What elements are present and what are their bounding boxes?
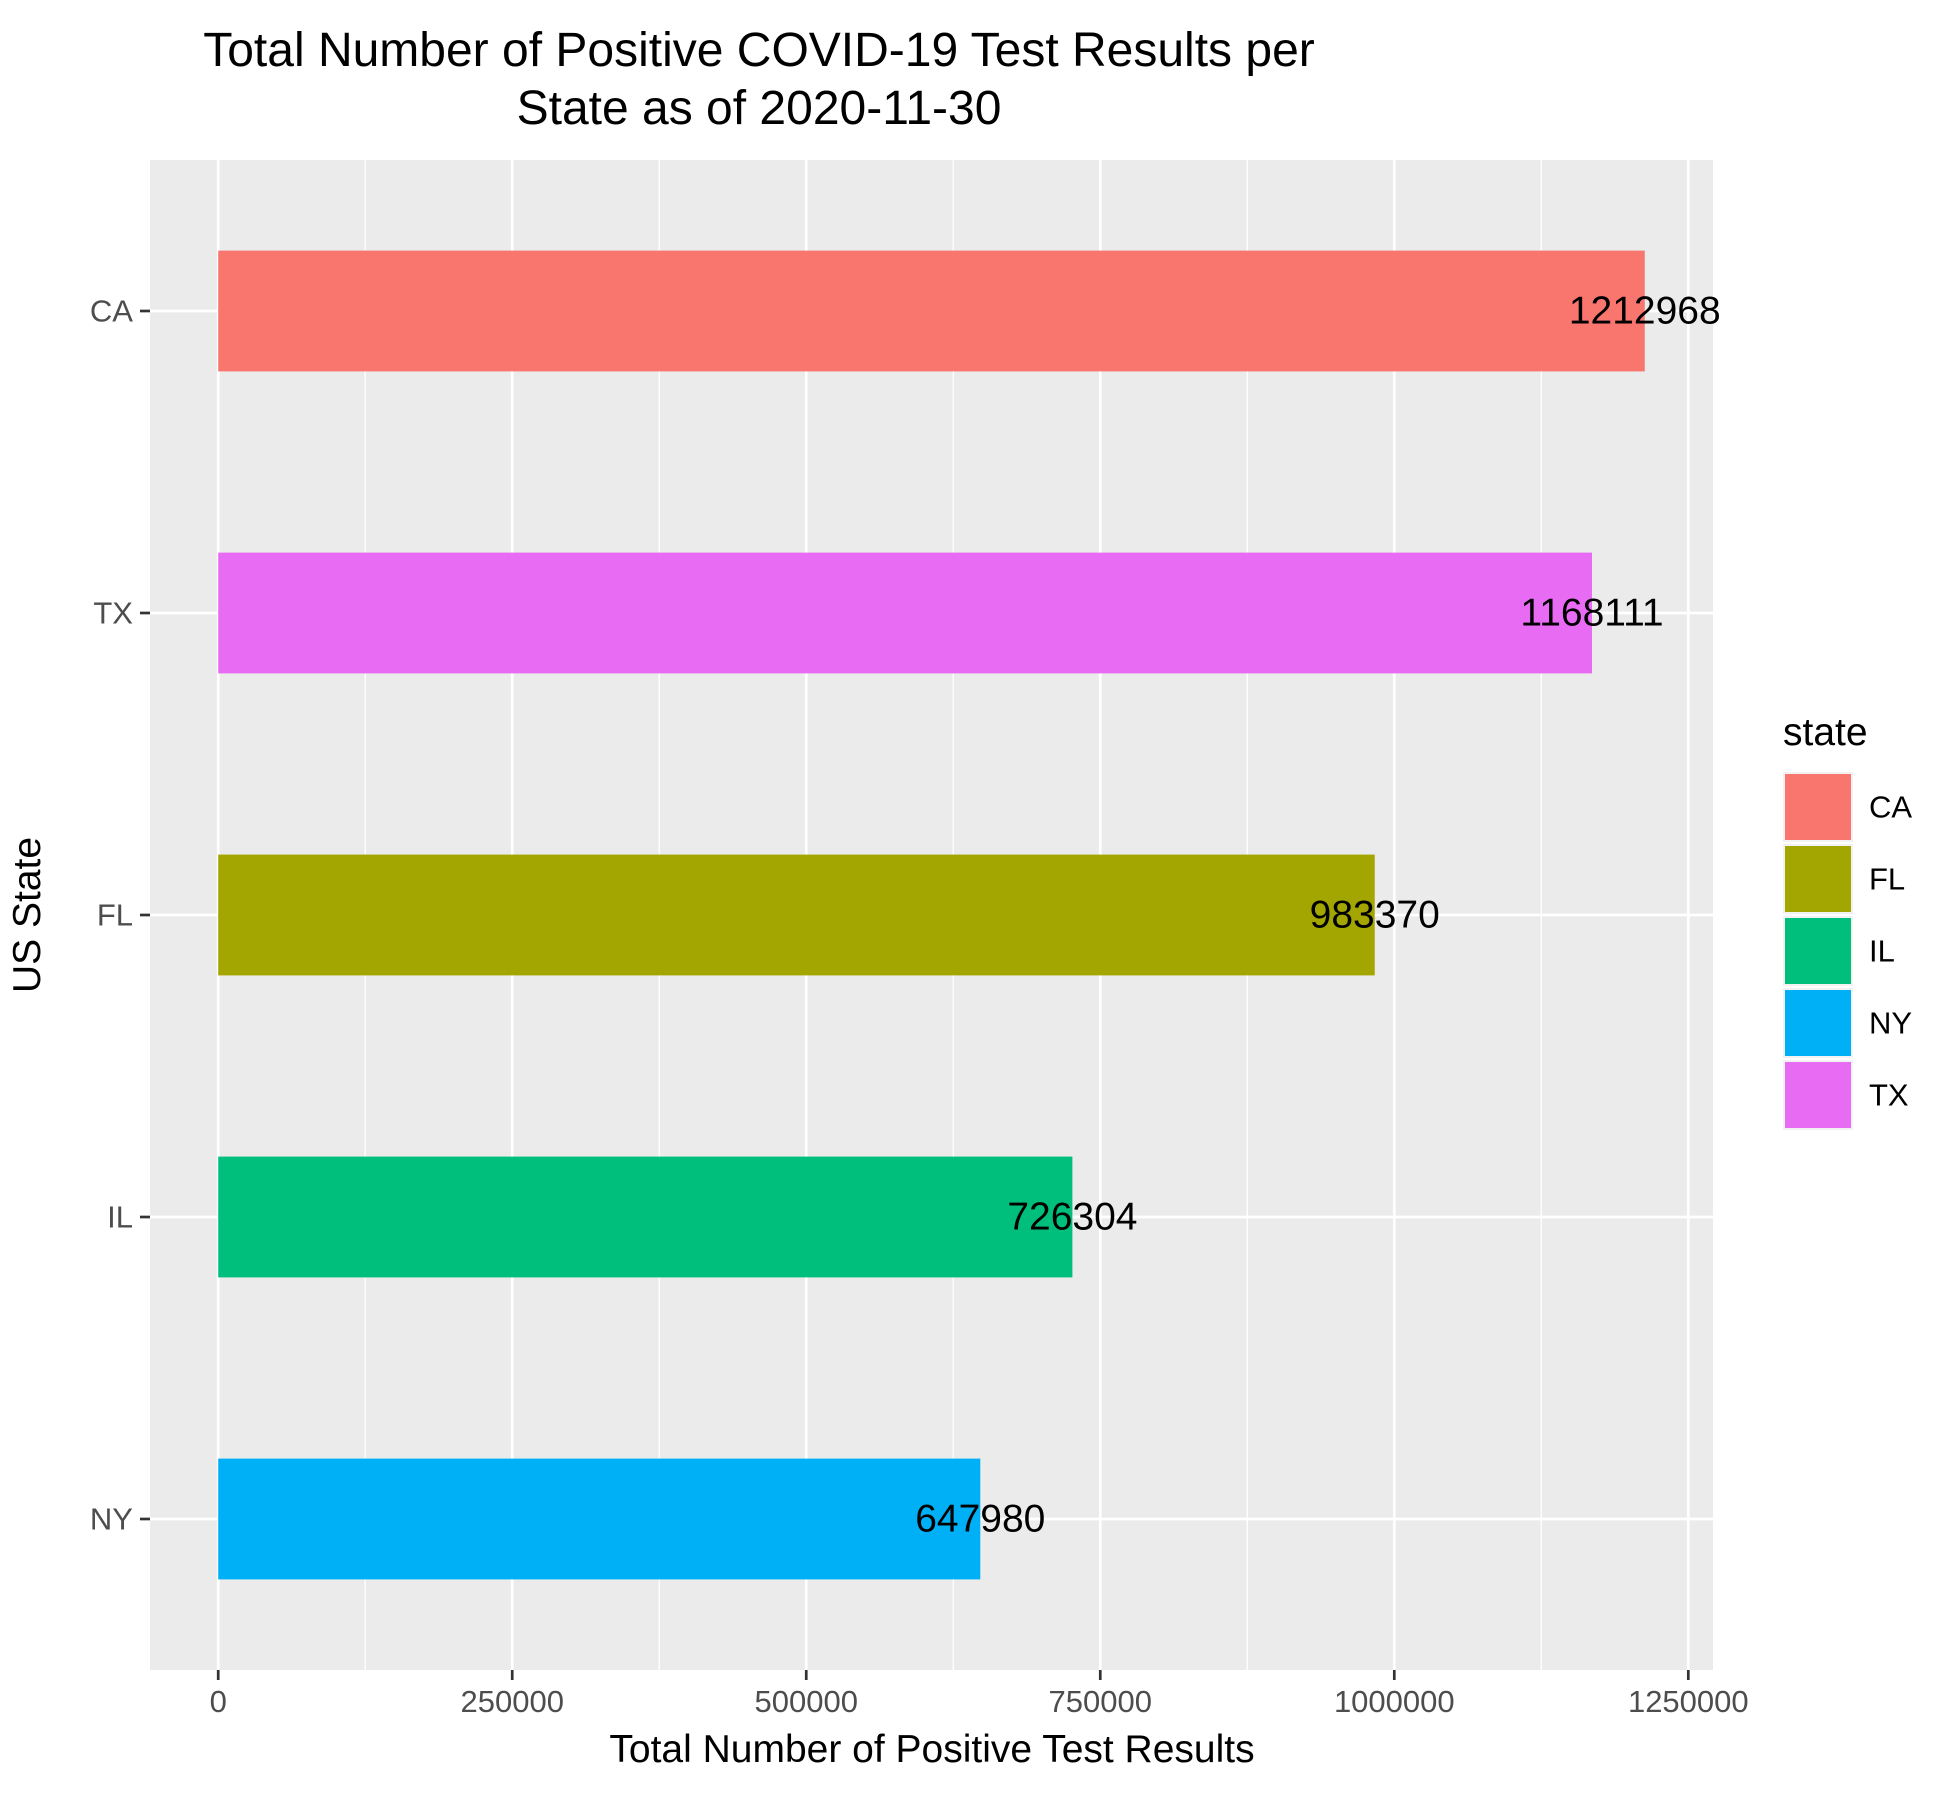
legend-swatch-ca bbox=[1785, 774, 1851, 840]
data-label-ny: 647980 bbox=[915, 1498, 1045, 1541]
data-label-tx: 1168111 bbox=[1520, 592, 1663, 635]
x-tick-label: 0 bbox=[210, 1684, 227, 1719]
bars bbox=[218, 250, 1645, 1580]
y-tick-label-fl: FL bbox=[97, 898, 133, 933]
legend-swatch-il bbox=[1785, 918, 1851, 984]
y-axis: CA TX FL IL NY bbox=[90, 294, 150, 1537]
legend-swatch-ny bbox=[1785, 990, 1851, 1056]
data-label-il: 726304 bbox=[1007, 1196, 1137, 1239]
data-label-fl: 983370 bbox=[1310, 894, 1440, 937]
data-labels: 1212968 1168111 983370 726304 647980 bbox=[915, 290, 1720, 1541]
legend-label-fl: FL bbox=[1869, 862, 1905, 897]
legend-swatch-tx bbox=[1785, 1062, 1851, 1128]
legend-title: state bbox=[1783, 711, 1868, 754]
chart-title: Total Number of Positive COVID-19 Test R… bbox=[203, 24, 1315, 135]
chart-title-line-2: State as of 2020-11-30 bbox=[517, 82, 1002, 135]
bar-fl bbox=[218, 854, 1375, 976]
x-axis-title: Total Number of Positive Test Results bbox=[609, 1728, 1254, 1771]
bar-il bbox=[218, 1156, 1073, 1278]
y-tick-label-ny: NY bbox=[90, 1502, 133, 1537]
legend-label-il: IL bbox=[1869, 934, 1895, 969]
x-tick-label: 1250000 bbox=[1628, 1684, 1749, 1719]
y-tick-label-tx: TX bbox=[93, 596, 133, 631]
x-axis: 0 250000 500000 750000 1000000 1250000 bbox=[210, 1670, 1749, 1719]
legend-swatch-fl bbox=[1785, 846, 1851, 912]
x-tick-label: 250000 bbox=[461, 1684, 564, 1719]
y-tick-label-ca: CA bbox=[90, 294, 133, 329]
bar-ny bbox=[218, 1458, 981, 1580]
bar-ca bbox=[218, 250, 1645, 372]
bar-tx bbox=[218, 552, 1592, 674]
y-tick-label-il: IL bbox=[107, 1200, 133, 1235]
legend-label-ny: NY bbox=[1869, 1006, 1912, 1041]
chart-title-line-1: Total Number of Positive COVID-19 Test R… bbox=[203, 24, 1315, 77]
y-axis-title: US State bbox=[6, 837, 49, 993]
x-tick-label: 1000000 bbox=[1334, 1684, 1455, 1719]
legend-label-tx: TX bbox=[1869, 1078, 1909, 1113]
legend-label-ca: CA bbox=[1869, 790, 1912, 825]
x-tick-label: 500000 bbox=[755, 1684, 858, 1719]
x-tick-label: 750000 bbox=[1049, 1684, 1152, 1719]
legend: state CA FL IL NY TX bbox=[1783, 711, 1912, 1130]
data-label-ca: 1212968 bbox=[1569, 290, 1721, 333]
